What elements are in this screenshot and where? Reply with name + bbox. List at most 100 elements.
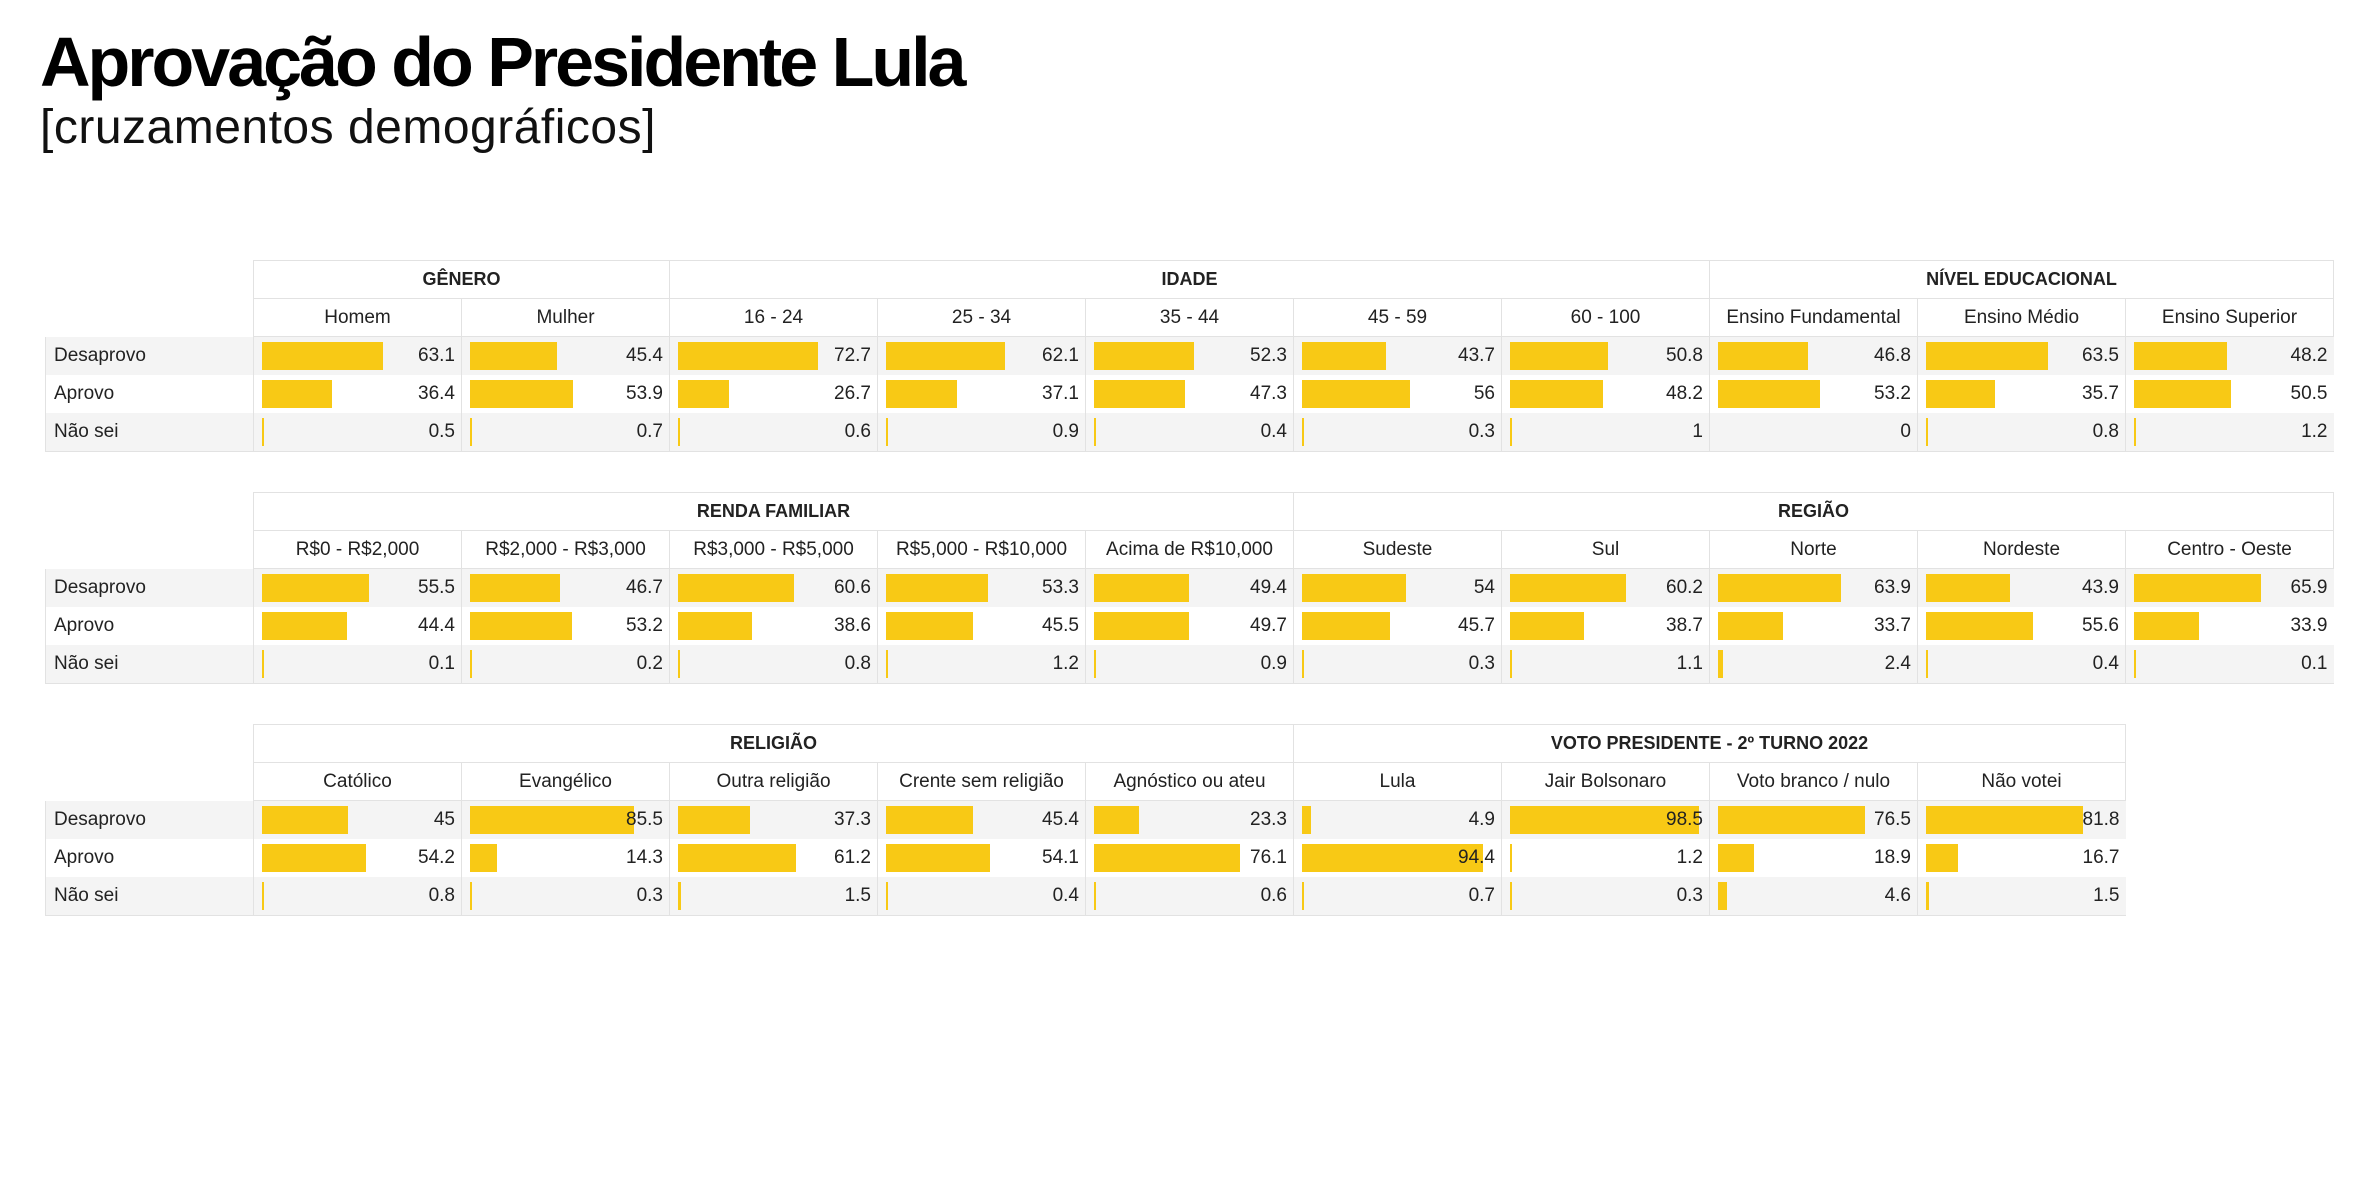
- corner-cell: [46, 531, 254, 569]
- value-label: 1.5: [844, 885, 871, 906]
- value-bar: [1302, 380, 1410, 408]
- value-bar: [1926, 844, 1959, 872]
- column-header: 35 - 44: [1085, 298, 1294, 337]
- value-label: 53.9: [626, 383, 663, 404]
- value-bar: [1302, 574, 1406, 602]
- value-label: 55.6: [2082, 615, 2119, 636]
- data-cell: 98.5: [1501, 800, 1710, 839]
- value-bar: [262, 574, 369, 602]
- value-label: 1.2: [1052, 653, 1079, 674]
- column-header: R$3,000 - R$5,000: [669, 530, 878, 569]
- column-header-row: Católico Evangélico Outra religião Crente s…: [46, 762, 2126, 801]
- value-label: 0.5: [428, 421, 455, 442]
- value-label: 18.9: [1874, 847, 1911, 868]
- value-label: 49.4: [1250, 577, 1287, 598]
- value-bar: [1510, 612, 1585, 640]
- value-label: 0.8: [844, 653, 871, 674]
- value-bar: [886, 844, 990, 872]
- value-bar: [1094, 806, 1139, 834]
- data-cell: 48.2: [1501, 375, 1710, 413]
- value-bar: [1926, 418, 1928, 446]
- value-bar: [2134, 380, 2231, 408]
- value-label: 0.3: [1468, 421, 1495, 442]
- group-header: RELIGIÃO: [253, 724, 1294, 763]
- table-row: Não sei 0.1 0.2 0.8 1.2 0.9 0.3 1.1 2.4 0.4 0.1: [45, 645, 2334, 684]
- value-label: 0.6: [1260, 885, 1287, 906]
- group-header-row: GÊNERO IDADE NÍVEL EDUCACIONAL: [46, 260, 2334, 299]
- value-label: 4.9: [1468, 809, 1495, 830]
- value-label: 0.3: [636, 885, 663, 906]
- row-label: Aprovo: [45, 375, 254, 413]
- value-label: 1.5: [2093, 885, 2120, 906]
- data-cell: 1.2: [877, 645, 1086, 684]
- data-cell: 33.9: [2125, 607, 2334, 645]
- table-row: Desaprovo 45 85.5 37.3 45.4 23.3 4.9 98.5 76.5 81…: [45, 800, 2126, 839]
- data-cell: 37.1: [877, 375, 1086, 413]
- value-label: 98.5: [1666, 809, 1703, 830]
- value-label: 46.8: [1874, 345, 1911, 366]
- value-label: 38.6: [834, 615, 871, 636]
- value-bar: [470, 418, 472, 446]
- value-bar: [678, 650, 680, 678]
- data-cell: 49.4: [1085, 568, 1294, 607]
- row-label: Desaprovo: [45, 336, 254, 375]
- column-header: Voto branco / nulo: [1709, 762, 1918, 801]
- value-bar: [1718, 380, 1821, 408]
- row-label: Aprovo: [45, 607, 254, 645]
- value-label: 0.2: [636, 653, 663, 674]
- value-bar: [678, 418, 680, 446]
- data-cell: 44.4: [253, 607, 462, 645]
- group-header: RENDA FAMILIAR: [253, 492, 1294, 531]
- value-bar: [1094, 650, 1096, 678]
- value-bar: [886, 882, 888, 910]
- value-label: 0.1: [2301, 653, 2328, 674]
- row-label: Desaprovo: [45, 568, 254, 607]
- data-cell: 48.2: [2125, 336, 2334, 375]
- value-bar: [886, 612, 974, 640]
- value-label: 45: [433, 809, 455, 830]
- column-header: Acima de R$10,000: [1085, 530, 1294, 569]
- data-cell: 53.9: [461, 375, 670, 413]
- group-header: VOTO PRESIDENTE - 2º TURNO 2022: [1293, 724, 2126, 763]
- value-label: 47.3: [1250, 383, 1287, 404]
- value-bar: [1094, 574, 1189, 602]
- data-cell: 60.2: [1501, 568, 1710, 607]
- data-cell: 45.7: [1293, 607, 1502, 645]
- value-label: 23.3: [1250, 809, 1287, 830]
- value-label: 49.7: [1250, 615, 1287, 636]
- table-row: Aprovo 36.4 53.9 26.7 37.1 47.3 56 48.2 53.2 35.7…: [45, 375, 2334, 413]
- table-row: Não sei 0.8 0.3 1.5 0.4 0.6 0.7 0.3 4.6 1.5: [45, 877, 2126, 916]
- value-label: 45.4: [626, 345, 663, 366]
- value-bar: [1094, 380, 1185, 408]
- value-bar: [262, 650, 264, 678]
- data-cell: 36.4: [253, 375, 462, 413]
- data-cell: 35.7: [1917, 375, 2126, 413]
- column-header: Ensino Fundamental: [1709, 298, 1918, 337]
- value-bar: [262, 380, 332, 408]
- value-label: 0: [1900, 421, 1911, 442]
- value-label: 26.7: [834, 383, 871, 404]
- value-bar: [470, 882, 472, 910]
- value-label: 0.7: [1468, 885, 1495, 906]
- value-bar: [1094, 612, 1190, 640]
- data-cell: 18.9: [1709, 839, 1918, 877]
- value-bar: [470, 650, 472, 678]
- data-cell: 53.3: [877, 568, 1086, 607]
- value-bar: [1926, 380, 1995, 408]
- data-cell: 33.7: [1709, 607, 1918, 645]
- value-label: 56: [1473, 383, 1495, 404]
- corner-cell: [46, 299, 254, 337]
- data-cell: 50.5: [2125, 375, 2334, 413]
- value-label: 54: [1473, 577, 1495, 598]
- group-header: IDADE: [669, 260, 1710, 299]
- value-label: 60.6: [834, 577, 871, 598]
- value-bar: [1718, 574, 1841, 602]
- data-cell: 46.7: [461, 568, 670, 607]
- table-row: Desaprovo 55.5 46.7 60.6 53.3 49.4 54 60.2 63.9 4…: [45, 568, 2334, 607]
- column-header: 45 - 59: [1293, 298, 1502, 337]
- value-bar: [1926, 806, 2084, 834]
- value-bar: [1510, 882, 1512, 910]
- value-label: 52.3: [1250, 345, 1287, 366]
- column-header: Norte: [1709, 530, 1918, 569]
- data-cell: 0.4: [877, 877, 1086, 916]
